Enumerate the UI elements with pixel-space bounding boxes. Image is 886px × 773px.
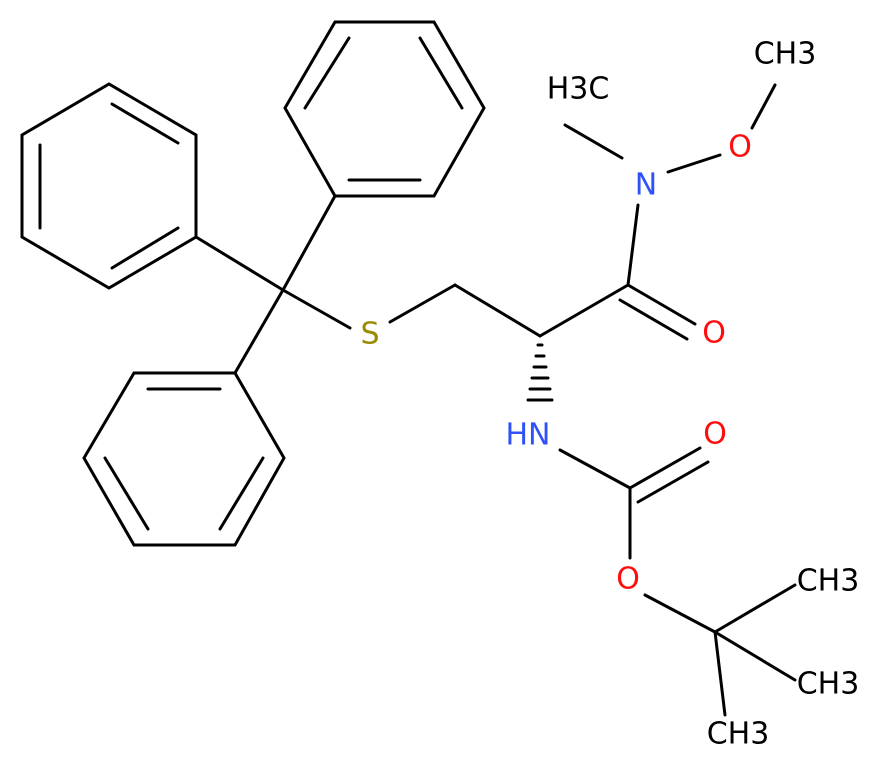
- atom-label: S: [360, 317, 379, 352]
- atom-label: HN: [506, 418, 551, 453]
- atom-label: O: [616, 562, 640, 597]
- atom-label: CH3: [707, 717, 770, 752]
- atom-label: CH3: [797, 667, 860, 702]
- atom-label: O: [728, 130, 752, 165]
- atom-label: O: [703, 417, 727, 452]
- atom-label: CH3: [797, 564, 860, 599]
- bonds: [20, 20, 797, 717]
- atom-label: H3C: [547, 72, 610, 107]
- atom-label: N: [635, 168, 657, 203]
- atom-label: CH3: [754, 37, 817, 72]
- atom-label: O: [702, 316, 726, 351]
